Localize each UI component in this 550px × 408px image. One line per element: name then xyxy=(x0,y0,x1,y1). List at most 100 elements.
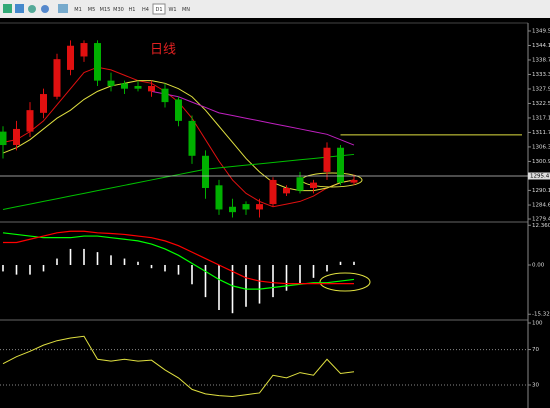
candle-body xyxy=(242,204,250,210)
icon[interactable] xyxy=(41,5,49,13)
candle-body xyxy=(269,179,277,205)
histogram-bar xyxy=(326,264,328,272)
candle-body xyxy=(350,179,358,183)
histogram-bar xyxy=(69,248,72,265)
candle-body xyxy=(202,155,209,188)
histogram-bar xyxy=(150,264,153,269)
candle-body xyxy=(310,182,317,188)
candle-body xyxy=(323,147,331,172)
histogram-bar xyxy=(312,264,315,278)
histogram-bar xyxy=(245,264,247,307)
icon[interactable] xyxy=(15,4,24,13)
y-tick-label: 1300.9 xyxy=(532,159,550,165)
y-tick-label: 1333.3 xyxy=(532,72,550,78)
candle-body xyxy=(215,185,223,210)
histogram-bar xyxy=(83,248,85,265)
histogram-bar xyxy=(353,261,355,265)
y-tick-label: 1349.50 xyxy=(532,28,550,34)
histogram-bar xyxy=(123,258,126,265)
candle-body xyxy=(296,177,304,191)
annotation: 日线 xyxy=(150,43,176,58)
candle-body xyxy=(337,147,344,183)
candle-body xyxy=(148,85,155,92)
candle-body xyxy=(229,206,236,213)
y-tick-label: 1290.1 xyxy=(532,188,550,194)
toolbar: M1 M5 M15 M30 H1 H4 D1 W1 MN xyxy=(0,0,550,18)
candle-body xyxy=(134,85,142,89)
timeframe-label[interactable]: H1 xyxy=(129,7,136,13)
timeframe-label[interactable]: D1 xyxy=(155,7,162,13)
histogram-bar xyxy=(272,264,274,298)
last-price-box xyxy=(528,172,550,180)
timeframe-label[interactable]: MN xyxy=(182,7,190,13)
highlight-ellipse xyxy=(319,272,371,292)
y-tick-label: 1284.65 xyxy=(532,203,550,209)
histogram-bar xyxy=(15,264,18,275)
histogram-bar xyxy=(110,255,112,265)
candle-body xyxy=(0,131,7,146)
histogram-bar xyxy=(42,264,45,272)
timeframe-label[interactable]: M15 xyxy=(100,7,111,13)
y-tick-label: -15.3223 xyxy=(532,312,550,318)
y-tick-label: 1344.1 xyxy=(532,43,550,49)
histogram-bar xyxy=(96,252,99,265)
icon[interactable] xyxy=(3,4,12,13)
toolbar-bg xyxy=(0,0,550,18)
histogram-bar xyxy=(137,261,139,265)
histogram-bar xyxy=(191,264,193,285)
histogram-bar xyxy=(258,264,261,304)
indicator-line xyxy=(2,335,355,397)
y-tick-label: 1311.7 xyxy=(532,130,550,136)
y-tick-label: 1327.9 xyxy=(532,86,550,92)
indicator-line xyxy=(2,232,355,290)
timeframe-label[interactable]: M1 xyxy=(74,7,82,13)
y-tick-label: 0.00 xyxy=(532,262,545,268)
histogram-bar xyxy=(204,264,207,298)
histogram-bar xyxy=(231,264,234,314)
candle-body xyxy=(188,120,196,156)
y-tick-label: 70 xyxy=(532,347,539,353)
y-tick-label: 100 xyxy=(532,321,543,327)
candle-body xyxy=(26,110,34,132)
histogram-bar xyxy=(177,264,180,275)
candle-body xyxy=(13,128,20,146)
histogram-bar xyxy=(2,264,4,272)
y-tick-label: 1306.3 xyxy=(532,144,550,150)
candle-body xyxy=(80,43,88,57)
y-tick-label: 1322.50 xyxy=(532,101,550,107)
y-tick-label: 1317.1 xyxy=(532,115,550,121)
candle-body xyxy=(121,83,128,89)
y-tick-label: 1338.7 xyxy=(532,57,550,63)
candle-body xyxy=(53,59,61,97)
timeframe-label[interactable]: M5 xyxy=(88,7,96,13)
histogram-bar xyxy=(299,264,301,285)
timeframe-label[interactable]: H4 xyxy=(142,7,149,13)
candle-body xyxy=(67,45,74,70)
timeframe-label[interactable]: M30 xyxy=(113,7,124,13)
indicator-line xyxy=(2,153,355,210)
histogram-bar xyxy=(56,258,58,265)
icon[interactable] xyxy=(58,4,68,13)
y-tick-label: 12.3601 xyxy=(532,223,550,229)
candle-body xyxy=(161,88,169,103)
timeframe-label[interactable]: W1 xyxy=(168,7,176,13)
candle-body xyxy=(283,187,290,194)
histogram-bar xyxy=(218,264,220,310)
indicator-line xyxy=(3,230,354,285)
histogram-bar xyxy=(285,264,288,291)
candle-body xyxy=(94,43,101,81)
candle-body xyxy=(107,80,115,86)
icon[interactable] xyxy=(28,5,36,13)
candle-body xyxy=(175,99,182,121)
candle-body xyxy=(40,94,47,113)
last-price-label: 1295.47 xyxy=(530,173,550,179)
candle-body xyxy=(256,204,263,210)
histogram-bar xyxy=(29,264,31,275)
y-tick-label: 30 xyxy=(532,382,539,388)
histogram-bar xyxy=(164,264,166,272)
timeframe-button[interactable] xyxy=(152,3,166,15)
indicator-line xyxy=(151,90,355,146)
histogram-bar xyxy=(339,261,342,265)
